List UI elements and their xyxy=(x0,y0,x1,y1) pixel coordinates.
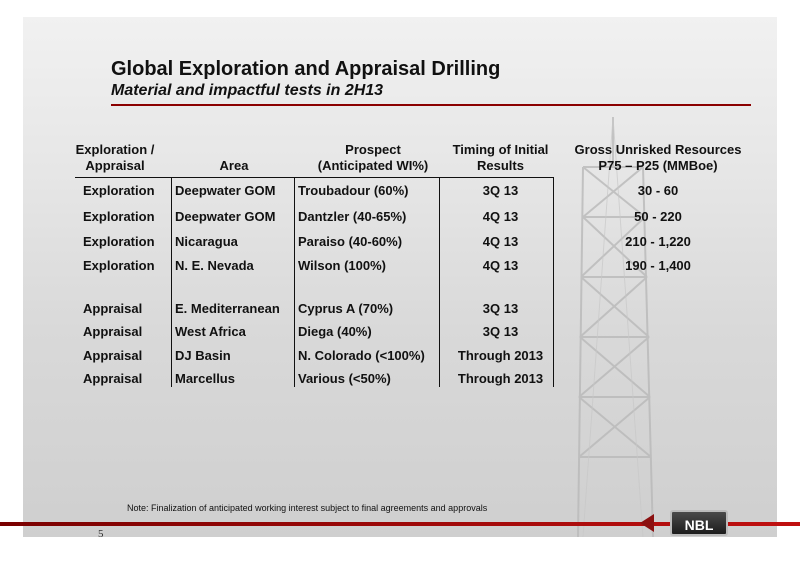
cell-area: Nicaragua xyxy=(175,234,238,249)
cell-area: Deepwater GOM xyxy=(175,209,276,224)
cell-timing: Through 2013 xyxy=(457,348,544,363)
cell-timing: 3Q 13 xyxy=(482,324,519,339)
cell-timing: 4Q 13 xyxy=(482,234,519,249)
cell-type: Appraisal xyxy=(83,301,143,316)
cell-type: Exploration xyxy=(83,258,155,273)
header-resources-line1: Gross Unrisked Resources xyxy=(574,142,742,157)
cell-timing: Through 2013 xyxy=(457,371,544,386)
cell-resources: 190 - 1,400 xyxy=(625,258,691,273)
column-divider-3 xyxy=(439,177,440,387)
cell-timing: 3Q 13 xyxy=(482,301,519,316)
cell-type: Exploration xyxy=(83,183,155,198)
cell-prospect: Troubadour (60%) xyxy=(298,183,409,198)
cell-type: Exploration xyxy=(83,209,155,224)
cell-area: DJ Basin xyxy=(175,348,231,363)
header-type-line1: Exploration / xyxy=(75,142,155,157)
cell-prospect: Cyprus A (70%) xyxy=(298,301,394,316)
drilling-rig-background-image xyxy=(577,116,654,537)
column-divider-1 xyxy=(171,177,172,387)
cell-area: West Africa xyxy=(175,324,246,339)
header-area: Area xyxy=(219,158,249,173)
cell-prospect: Wilson (100%) xyxy=(298,258,387,273)
footnote: Note: Finalization of anticipated workin… xyxy=(127,503,488,513)
header-prospect-line2: (Anticipated WI%) xyxy=(317,158,429,173)
cell-prospect: Dantzler (40-65%) xyxy=(298,209,407,224)
cell-area: Deepwater GOM xyxy=(175,183,276,198)
footer-accent-bar xyxy=(0,522,800,526)
header-resources-line2: P75 – P25 (MMBoe) xyxy=(598,158,718,173)
cell-area: Marcellus xyxy=(175,371,235,386)
header-type: Exploration / Appraisal xyxy=(75,142,155,174)
header-timing-line1: Timing of Initial xyxy=(452,142,549,157)
cell-resources: 30 - 60 xyxy=(637,183,679,198)
cell-type: Appraisal xyxy=(83,371,143,386)
cell-timing: 3Q 13 xyxy=(482,183,519,198)
cell-prospect: Diega (40%) xyxy=(298,324,372,339)
cell-prospect: Paraiso (40-60%) xyxy=(298,234,403,249)
column-divider-2 xyxy=(294,177,295,387)
column-divider-4 xyxy=(553,177,554,387)
cell-resources: 50 - 220 xyxy=(634,209,682,224)
logo-arrow-icon xyxy=(640,514,654,532)
cell-type: Appraisal xyxy=(83,324,143,339)
header-prospect: Prospect (Anticipated WI%) xyxy=(298,142,448,174)
cell-timing: 4Q 13 xyxy=(482,258,519,273)
company-logo: NBL xyxy=(670,510,728,536)
header-timing: Timing of Initial Results xyxy=(443,142,558,174)
cell-type: Appraisal xyxy=(83,348,143,363)
cell-prospect: Various (<50%) xyxy=(298,371,391,386)
cell-timing: 4Q 13 xyxy=(482,209,519,224)
header-timing-line2: Results xyxy=(477,158,524,173)
title-block: Global Exploration and Appraisal Drillin… xyxy=(111,57,751,106)
header-resources: Gross Unrisked Resources P75 – P25 (MMBo… xyxy=(548,142,768,174)
page-title: Global Exploration and Appraisal Drillin… xyxy=(111,58,501,80)
cell-resources: 210 - 1,220 xyxy=(625,234,691,249)
header-type-line2: Appraisal xyxy=(85,158,145,173)
slide-background: Global Exploration and Appraisal Drillin… xyxy=(23,17,777,537)
page-subtitle: Material and impactful tests in 2H13 xyxy=(111,81,751,106)
cell-area: E. Mediterranean xyxy=(175,301,280,316)
cell-type: Exploration xyxy=(83,234,155,249)
cell-area: N. E. Nevada xyxy=(175,258,254,273)
cell-prospect: N. Colorado (<100%) xyxy=(298,348,425,363)
header-divider xyxy=(75,177,553,178)
header-prospect-line1: Prospect xyxy=(345,142,401,157)
page-number: 5 xyxy=(98,528,104,540)
